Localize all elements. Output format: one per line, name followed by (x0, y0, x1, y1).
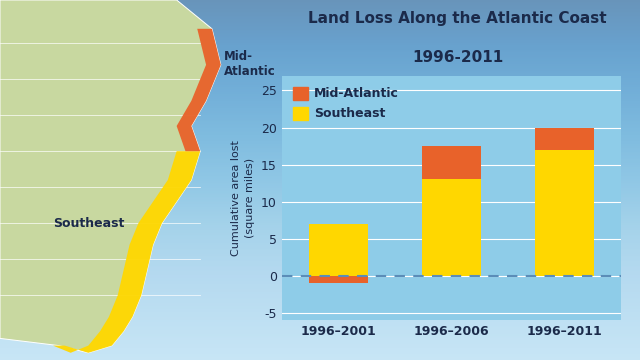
Bar (422, 146, 481, 179)
Bar (535, 127, 594, 150)
Polygon shape (0, 0, 221, 353)
Bar (422, 179, 481, 276)
Bar (308, 224, 367, 276)
Legend: Mid-Atlantic, Southeast: Mid-Atlantic, Southeast (288, 82, 404, 125)
Bar (535, 150, 594, 276)
Text: Land Loss Along the Atlantic Coast: Land Loss Along the Atlantic Coast (308, 11, 607, 26)
Text: Southeast: Southeast (53, 217, 124, 230)
Bar (308, 276, 367, 283)
Polygon shape (177, 29, 221, 151)
Y-axis label: Cumulative area lost
(square miles): Cumulative area lost (square miles) (231, 140, 255, 256)
Polygon shape (53, 151, 200, 353)
Text: 1996-2011: 1996-2011 (412, 50, 503, 66)
Text: Mid-
Atlantic: Mid- Atlantic (224, 50, 275, 78)
